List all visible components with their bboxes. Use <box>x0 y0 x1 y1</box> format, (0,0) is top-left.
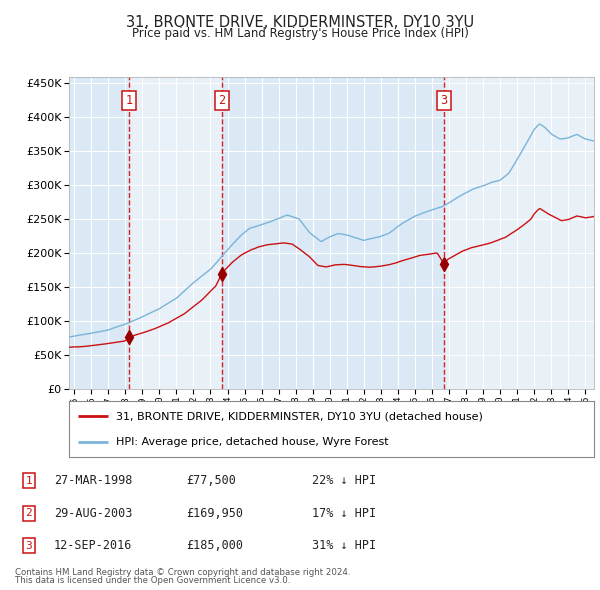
Text: 3: 3 <box>440 94 448 107</box>
Text: 2: 2 <box>25 509 32 518</box>
Bar <box>69 77 129 389</box>
Text: 17% ↓ HPI: 17% ↓ HPI <box>312 507 376 520</box>
Text: 31, BRONTE DRIVE, KIDDERMINSTER, DY10 3YU (detached house): 31, BRONTE DRIVE, KIDDERMINSTER, DY10 3Y… <box>116 411 483 421</box>
Text: £169,950: £169,950 <box>186 507 243 520</box>
Text: This data is licensed under the Open Government Licence v3.0.: This data is licensed under the Open Gov… <box>15 576 290 585</box>
Text: £185,000: £185,000 <box>186 539 243 552</box>
Text: 31, BRONTE DRIVE, KIDDERMINSTER, DY10 3YU: 31, BRONTE DRIVE, KIDDERMINSTER, DY10 3Y… <box>126 15 474 30</box>
Bar <box>222 77 444 389</box>
Text: 3: 3 <box>25 541 32 550</box>
Text: 1: 1 <box>125 94 133 107</box>
Text: Price paid vs. HM Land Registry's House Price Index (HPI): Price paid vs. HM Land Registry's House … <box>131 27 469 40</box>
Text: 22% ↓ HPI: 22% ↓ HPI <box>312 474 376 487</box>
Text: £77,500: £77,500 <box>186 474 236 487</box>
Text: 1: 1 <box>25 476 32 486</box>
Text: 29-AUG-2003: 29-AUG-2003 <box>54 507 133 520</box>
Text: 2: 2 <box>218 94 225 107</box>
Text: 31% ↓ HPI: 31% ↓ HPI <box>312 539 376 552</box>
Text: Contains HM Land Registry data © Crown copyright and database right 2024.: Contains HM Land Registry data © Crown c… <box>15 568 350 577</box>
Text: 12-SEP-2016: 12-SEP-2016 <box>54 539 133 552</box>
Text: HPI: Average price, detached house, Wyre Forest: HPI: Average price, detached house, Wyre… <box>116 437 389 447</box>
Text: 27-MAR-1998: 27-MAR-1998 <box>54 474 133 487</box>
